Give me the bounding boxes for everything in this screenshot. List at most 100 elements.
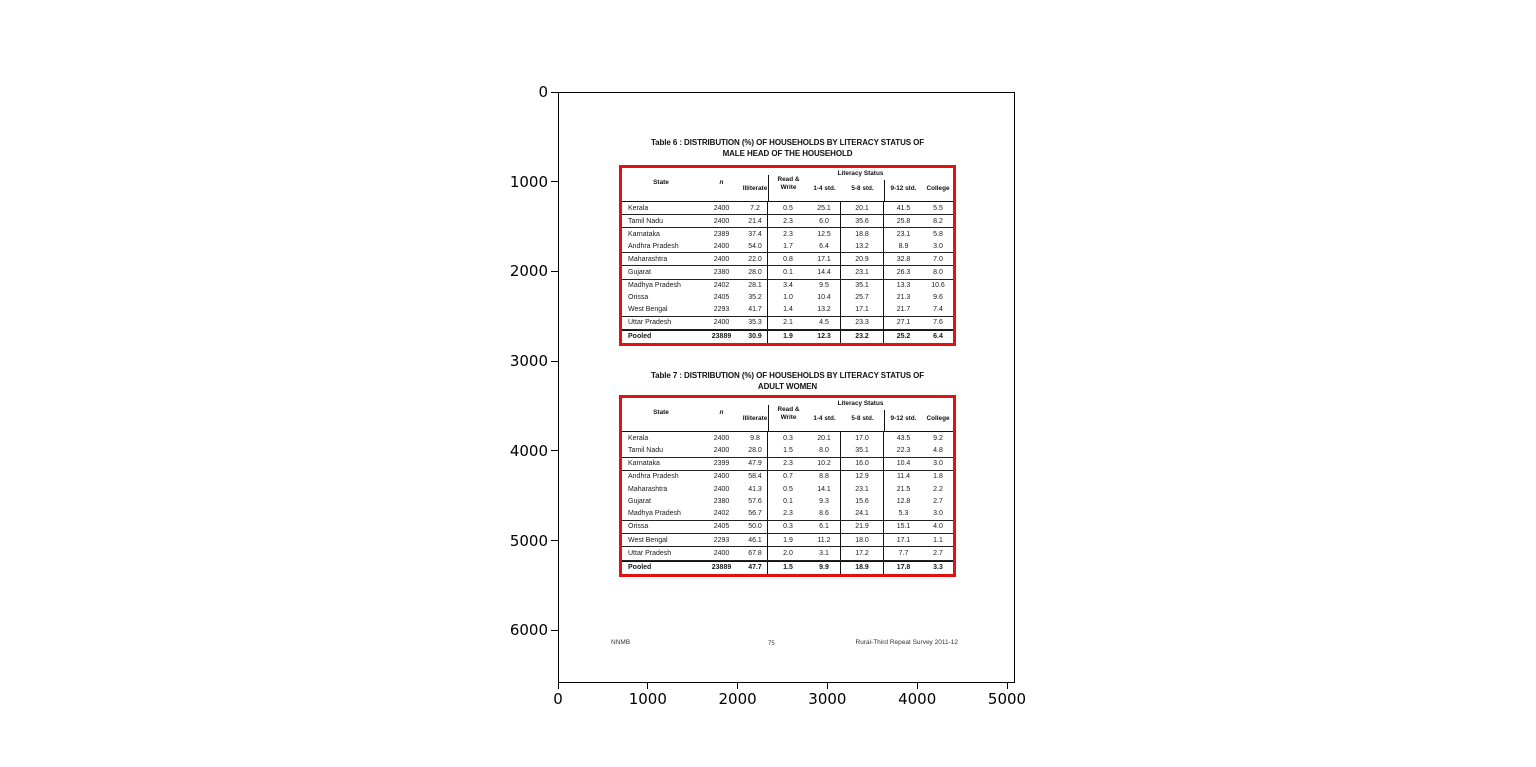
- value-cell: 2400: [713, 485, 730, 493]
- value-cell: 2.3: [783, 460, 793, 468]
- value-cell: 54.0: [743, 240, 768, 253]
- x-tick-label: 1000: [628, 690, 667, 708]
- value-cell: 2400: [713, 473, 730, 481]
- value-cell: 47.7: [743, 561, 768, 574]
- value-cell: 17.8: [896, 564, 911, 572]
- value-cell: 6.0: [808, 215, 841, 228]
- table-row: Gujarat 2380 57.6 0.1 9.3 15.6 12.8 2.7: [622, 495, 953, 508]
- state-cell: Madhya Pradesh: [628, 510, 681, 518]
- value-cell: 1.4: [783, 306, 793, 314]
- value-cell: 15.6: [841, 495, 884, 508]
- column-header-state: State: [653, 179, 669, 186]
- y-tick-mark: [551, 540, 558, 541]
- value-cell: 23.1: [841, 483, 884, 496]
- value-cell: 8.8: [808, 470, 841, 484]
- group-header-literacy-status: Literacy Status: [837, 400, 884, 407]
- state-cell: Uttar Pradesh: [628, 319, 672, 327]
- value-cell: 43.5: [896, 434, 911, 442]
- value-cell: 2.3: [783, 230, 793, 238]
- y-tick-mark: [551, 181, 558, 183]
- value-cell: 2389: [713, 230, 730, 238]
- value-cell: 28.0: [743, 266, 768, 279]
- value-cell: 12.5: [808, 228, 841, 241]
- value-cell: 0.3: [783, 434, 793, 442]
- state-cell: Maharashtra: [628, 485, 668, 493]
- x-tick-mark: [647, 683, 649, 689]
- value-cell: 18.0: [841, 534, 884, 547]
- value-cell: 22.0: [743, 253, 768, 266]
- table7-title-line1: Table 7 : DISTRIBUTION (%) OF HOUSEHOLDS…: [650, 371, 925, 380]
- group-header-literacy-status: Literacy Status: [837, 170, 884, 177]
- state-cell: Andhra Pradesh: [628, 242, 679, 250]
- table-row: Madhya Pradesh 2402 56.7 2.3 8.6 24.1 5.3 3.0: [622, 507, 953, 521]
- state-cell: Tamil Nadu: [628, 217, 664, 225]
- value-cell: 17.1: [896, 536, 911, 544]
- y-tick-label: 5000: [509, 531, 548, 550]
- value-cell: 41.7: [743, 303, 768, 316]
- table-row: Kerala 2400 7.2 0.5 25.1 20.1 41.5 5.5: [622, 202, 953, 216]
- value-cell: 9.8: [743, 432, 768, 445]
- value-cell: 41.5: [896, 204, 911, 212]
- table6-title: Table 6 : DISTRIBUTION (%) OF HOUSEHOLDS…: [599, 138, 976, 159]
- value-cell: 2400: [713, 434, 730, 442]
- value-cell: 0.5: [783, 204, 793, 212]
- value-cell: 18.9: [841, 561, 884, 574]
- table-row: Karnataka 2399 47.9 2.3 10.2 16.0 10.4 3.0: [622, 457, 953, 471]
- value-cell: 7.7: [898, 550, 909, 558]
- value-cell: 3.0: [933, 510, 943, 518]
- value-cell: 3.0: [933, 242, 943, 250]
- column-header-illiterate: Illiterate: [742, 415, 768, 422]
- value-cell: 23889: [711, 564, 732, 572]
- table-row: Madhya Pradesh 2402 28.1 3.4 9.5 35.1 13.3 10.6: [622, 279, 953, 292]
- value-cell: 25.2: [896, 333, 911, 341]
- value-cell: 23889: [711, 333, 732, 341]
- value-cell: 47.9: [743, 457, 768, 470]
- value-cell: 14.1: [808, 483, 841, 496]
- table-row: Karnataka 2389 37.4 2.3 12.5 18.8 23.1 5.8: [622, 228, 953, 241]
- state-cell: Orissa: [628, 294, 649, 302]
- state-cell: Karnataka: [628, 460, 660, 468]
- y-tick-mark: [551, 91, 558, 93]
- column-header-1-4-std-: 1-4 std.: [813, 185, 836, 192]
- value-cell: 2380: [713, 269, 730, 277]
- table-row: Uttar Pradesh 2400 67.8 2.0 3.1 17.2 7.7 2.7: [622, 547, 953, 561]
- value-cell: 2400: [713, 319, 730, 327]
- x-tick-mark: [826, 683, 828, 689]
- state-cell: Tamil Nadu: [628, 446, 664, 454]
- value-cell: 2400: [713, 217, 730, 225]
- value-cell: 2.2: [933, 485, 943, 493]
- value-cell: 27.1: [896, 319, 911, 327]
- column-header-college: College: [926, 415, 950, 422]
- value-cell: 26.3: [896, 269, 911, 277]
- state-cell: Pooled: [628, 333, 652, 341]
- value-cell: 3.1: [808, 547, 841, 560]
- value-cell: 1.9: [783, 333, 793, 341]
- value-cell: 7.6: [933, 319, 943, 327]
- value-cell: 21.5: [896, 485, 911, 493]
- value-cell: 1.9: [783, 536, 793, 544]
- x-tick-label: 0: [553, 690, 563, 708]
- table-row: Maharashtra 2400 22.0 0.8 17.1 20.9 32.8 7.0: [622, 253, 953, 267]
- value-cell: 2400: [713, 550, 730, 558]
- table-header-row: Literacy Status State n Illiterate Read & Wr…: [622, 168, 953, 202]
- state-cell: Gujarat: [628, 497, 651, 505]
- state-cell: Karnataka: [628, 230, 660, 238]
- state-cell: Maharashtra: [628, 255, 668, 263]
- pooled-row: Pooled 23889 47.7 1.5 9.9 18.9 17.8 3.3: [622, 560, 953, 574]
- state-cell: Kerala: [628, 204, 649, 212]
- value-cell: 23.1: [896, 230, 911, 238]
- value-cell: 10.4: [808, 291, 841, 304]
- value-cell: 2400: [713, 446, 730, 454]
- value-cell: 7.2: [743, 202, 768, 215]
- value-cell: 7.0: [933, 255, 943, 263]
- table-row: Orissa 2405 35.2 1.0 10.4 25.7 21.3 9.6: [622, 291, 953, 304]
- value-cell: 11.2: [808, 534, 841, 547]
- value-cell: 28.0: [743, 444, 768, 457]
- value-cell: 56.7: [743, 507, 768, 520]
- column-header-illiterate: Illiterate: [742, 185, 768, 192]
- value-cell: 1.7: [783, 242, 793, 250]
- value-cell: 3.3: [933, 564, 943, 572]
- value-cell: 3.0: [933, 460, 943, 468]
- y-tick-label: 2000: [509, 262, 548, 281]
- value-cell: 1.1: [933, 536, 943, 544]
